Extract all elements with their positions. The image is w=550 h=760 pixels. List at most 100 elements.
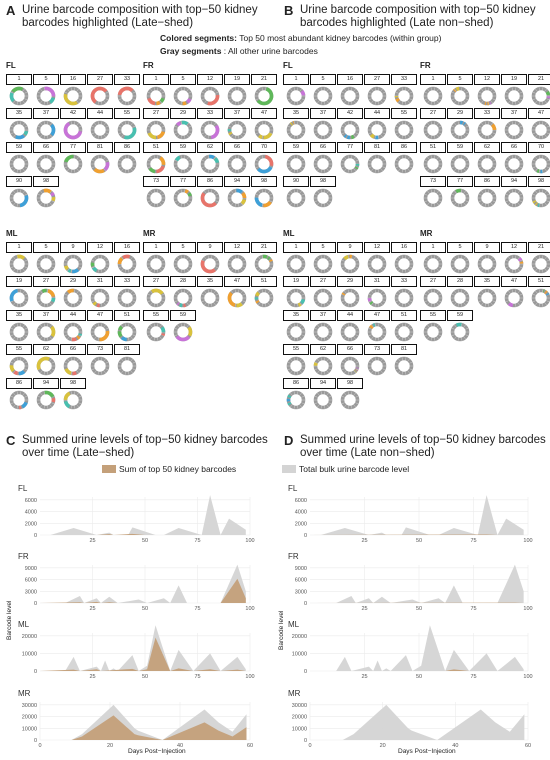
day-label: 16 [337, 74, 363, 85]
donut-chart [36, 154, 56, 179]
day-label: 19 [501, 74, 527, 85]
group-label-b-fr: FR [420, 61, 431, 70]
donut-chart [367, 254, 387, 279]
day-label: 77 [170, 176, 196, 187]
y-tick-label: 0 [304, 738, 307, 744]
panel-d-title-line1: Summed urine levels of top−50 kidney bar… [300, 434, 546, 446]
day-label: 1 [6, 242, 32, 253]
day-label: 29 [447, 108, 473, 119]
donut-chart [9, 86, 29, 111]
y-tick-label: 0 [304, 601, 307, 607]
donut-chart [477, 86, 497, 111]
day-label: 5 [310, 74, 336, 85]
donut-chart [504, 86, 524, 111]
donut-chart [450, 288, 470, 313]
donut-chart [394, 356, 414, 381]
day-label: 37 [33, 108, 59, 119]
day-label: 59 [170, 310, 196, 321]
donut-chart [36, 356, 56, 381]
donut-chart [477, 120, 497, 145]
day-label: 16 [114, 242, 140, 253]
day-label: 77 [60, 142, 86, 153]
y-tick-label: 0 [34, 669, 37, 675]
day-label: 94 [501, 176, 527, 187]
y-tick-label: 10000 [22, 726, 37, 732]
day-label: 98 [60, 378, 86, 389]
donut-chart [90, 288, 110, 313]
day-label: 1 [143, 242, 169, 253]
donut-chart [286, 86, 306, 111]
donut-chart [394, 322, 414, 347]
total-area [40, 564, 246, 603]
total-area [310, 564, 524, 603]
y-tick-label: 20000 [22, 634, 37, 640]
day-label: 5 [447, 74, 473, 85]
donut-chart [36, 188, 56, 213]
donut-chart [367, 86, 387, 111]
y-tick-label: 0 [304, 669, 307, 675]
day-label: 62 [310, 344, 336, 355]
x-tick-label: 25 [89, 674, 95, 680]
day-label: 70 [251, 142, 277, 153]
donut-chart [227, 120, 247, 145]
x-tick-label: 100 [245, 538, 254, 544]
x-tick-label: 0 [308, 743, 311, 749]
donut-chart [340, 254, 360, 279]
day-label: 94 [310, 378, 336, 389]
total-area [310, 704, 525, 740]
plot-background [40, 497, 250, 535]
donut-chart [227, 254, 247, 279]
day-label: 77 [337, 142, 363, 153]
panel-b-title-line1: Urine barcode composition with top−50 ki… [300, 4, 536, 16]
donut-chart [450, 120, 470, 145]
day-label: 35 [6, 310, 32, 321]
facet-label: ML [288, 620, 300, 629]
donut-chart [90, 356, 110, 381]
day-label: 5 [33, 74, 59, 85]
day-label: 66 [337, 344, 363, 355]
day-label: 86 [474, 176, 500, 187]
day-label: 44 [364, 108, 390, 119]
donut-chart [477, 288, 497, 313]
x-tick-label: 60 [525, 743, 531, 749]
donut-chart [531, 288, 550, 313]
donut-chart [423, 154, 443, 179]
day-label: 98 [251, 176, 277, 187]
y-tick-label: 30000 [292, 703, 307, 709]
day-label: 33 [391, 74, 417, 85]
donut-chart [63, 254, 83, 279]
day-label: 90 [283, 176, 309, 187]
day-label: 16 [60, 74, 86, 85]
day-label: 29 [170, 108, 196, 119]
donut-chart [423, 322, 443, 347]
day-label: 51 [143, 142, 169, 153]
donut-chart [423, 254, 443, 279]
day-label: 47 [528, 108, 550, 119]
x-tick-label: 20 [380, 743, 386, 749]
day-label: 19 [224, 74, 250, 85]
donut-chart [313, 154, 333, 179]
donut-chart [254, 86, 274, 111]
donut-chart [90, 322, 110, 347]
day-label: 59 [447, 142, 473, 153]
day-label: 27 [420, 108, 446, 119]
panel-label-a: A [6, 3, 16, 18]
donut-chart [254, 254, 274, 279]
y-tick-label: 20000 [292, 715, 307, 721]
donut-chart [146, 322, 166, 347]
day-label: 98 [310, 176, 336, 187]
y-tick-label: 10000 [22, 651, 37, 657]
donut-chart [313, 356, 333, 381]
day-label: 27 [420, 276, 446, 287]
total-area [310, 495, 524, 535]
donut-chart [450, 188, 470, 213]
day-label: 5 [33, 242, 59, 253]
donut-chart [286, 356, 306, 381]
donut-chart [254, 188, 274, 213]
day-label: 27 [310, 276, 336, 287]
y-tick-label: 3000 [295, 589, 307, 595]
day-label: 98 [528, 176, 550, 187]
x-tick-label: 50 [416, 606, 422, 612]
x-tick-label: 25 [361, 538, 367, 544]
donut-chart [394, 288, 414, 313]
